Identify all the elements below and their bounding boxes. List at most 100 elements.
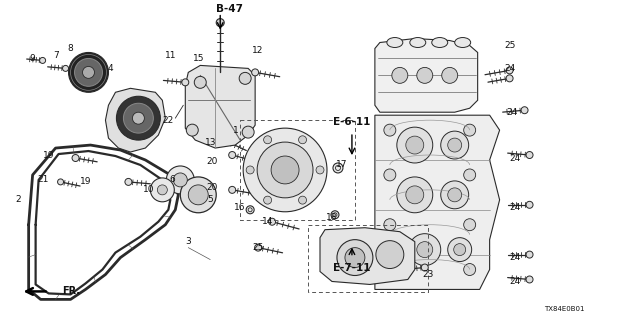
Text: 6: 6 bbox=[170, 175, 175, 184]
Circle shape bbox=[166, 166, 195, 194]
Circle shape bbox=[225, 139, 231, 145]
Circle shape bbox=[441, 181, 468, 209]
Circle shape bbox=[72, 155, 79, 162]
Text: 24: 24 bbox=[509, 277, 520, 286]
Circle shape bbox=[397, 177, 433, 213]
Text: 12: 12 bbox=[252, 46, 264, 55]
Circle shape bbox=[384, 169, 396, 181]
Polygon shape bbox=[375, 115, 500, 289]
Circle shape bbox=[506, 75, 513, 82]
Circle shape bbox=[264, 136, 271, 144]
Text: 20: 20 bbox=[207, 183, 218, 192]
Circle shape bbox=[526, 201, 533, 208]
Circle shape bbox=[252, 69, 259, 76]
Circle shape bbox=[331, 211, 339, 219]
Circle shape bbox=[150, 178, 174, 202]
Circle shape bbox=[188, 185, 208, 205]
Circle shape bbox=[173, 173, 188, 187]
Circle shape bbox=[406, 136, 424, 154]
Bar bbox=[240, 120, 355, 220]
Ellipse shape bbox=[454, 37, 470, 47]
Circle shape bbox=[271, 156, 299, 184]
Text: 1: 1 bbox=[234, 126, 239, 135]
Circle shape bbox=[526, 152, 533, 158]
Text: 19: 19 bbox=[43, 150, 54, 160]
Circle shape bbox=[116, 96, 161, 140]
Circle shape bbox=[442, 68, 458, 83]
Circle shape bbox=[417, 68, 433, 83]
Circle shape bbox=[242, 126, 254, 138]
Text: 16: 16 bbox=[234, 203, 246, 212]
Text: 4: 4 bbox=[108, 64, 113, 73]
Text: 10: 10 bbox=[143, 185, 154, 194]
Circle shape bbox=[186, 124, 198, 136]
Circle shape bbox=[464, 169, 476, 181]
Circle shape bbox=[269, 218, 276, 225]
Circle shape bbox=[298, 196, 307, 204]
Circle shape bbox=[337, 240, 373, 276]
Polygon shape bbox=[186, 65, 255, 148]
Text: 8: 8 bbox=[68, 44, 74, 53]
Circle shape bbox=[345, 248, 365, 268]
Text: 2: 2 bbox=[16, 195, 22, 204]
Text: 7: 7 bbox=[54, 51, 60, 60]
Text: 22: 22 bbox=[163, 116, 174, 125]
Ellipse shape bbox=[387, 37, 403, 47]
Circle shape bbox=[243, 128, 327, 212]
Text: E-7-11: E-7-11 bbox=[333, 262, 371, 273]
Circle shape bbox=[421, 264, 428, 271]
Text: 24: 24 bbox=[509, 154, 520, 163]
Text: 13: 13 bbox=[205, 138, 216, 147]
Circle shape bbox=[40, 58, 45, 63]
Text: 20: 20 bbox=[207, 157, 218, 166]
Text: 5: 5 bbox=[207, 195, 213, 204]
Circle shape bbox=[257, 142, 313, 198]
Circle shape bbox=[448, 138, 461, 152]
Text: 15: 15 bbox=[193, 54, 204, 63]
Bar bbox=[308, 225, 428, 292]
Circle shape bbox=[384, 219, 396, 231]
Text: 19: 19 bbox=[80, 177, 92, 187]
Text: 14: 14 bbox=[262, 217, 274, 226]
Circle shape bbox=[464, 264, 476, 276]
Circle shape bbox=[333, 163, 343, 173]
Circle shape bbox=[255, 244, 262, 251]
Circle shape bbox=[464, 219, 476, 231]
Circle shape bbox=[384, 264, 396, 276]
Text: TX84E0B01: TX84E0B01 bbox=[544, 306, 584, 312]
Circle shape bbox=[157, 185, 167, 195]
Circle shape bbox=[392, 68, 408, 83]
Circle shape bbox=[384, 124, 396, 136]
Circle shape bbox=[376, 241, 404, 268]
Circle shape bbox=[216, 19, 224, 27]
Polygon shape bbox=[375, 38, 477, 112]
Circle shape bbox=[409, 234, 441, 266]
Circle shape bbox=[316, 166, 324, 174]
Circle shape bbox=[298, 136, 307, 144]
Circle shape bbox=[228, 152, 236, 158]
Circle shape bbox=[521, 107, 528, 114]
Circle shape bbox=[464, 124, 476, 136]
Circle shape bbox=[397, 127, 433, 163]
Circle shape bbox=[239, 72, 251, 84]
Circle shape bbox=[526, 276, 533, 283]
Circle shape bbox=[454, 244, 466, 256]
Circle shape bbox=[448, 238, 472, 261]
Circle shape bbox=[406, 186, 424, 204]
Circle shape bbox=[74, 59, 102, 86]
Circle shape bbox=[63, 65, 68, 71]
Circle shape bbox=[506, 67, 513, 74]
Circle shape bbox=[417, 242, 433, 258]
Ellipse shape bbox=[432, 37, 448, 47]
Circle shape bbox=[68, 52, 108, 92]
Text: 25: 25 bbox=[504, 41, 515, 50]
Circle shape bbox=[132, 112, 145, 124]
Text: 24: 24 bbox=[509, 253, 520, 262]
Polygon shape bbox=[320, 228, 415, 284]
Text: 25: 25 bbox=[252, 243, 264, 252]
Text: 24: 24 bbox=[504, 64, 515, 73]
Circle shape bbox=[441, 131, 468, 159]
Text: 11: 11 bbox=[164, 51, 176, 60]
Circle shape bbox=[58, 179, 63, 185]
Text: FR.: FR. bbox=[63, 286, 81, 296]
